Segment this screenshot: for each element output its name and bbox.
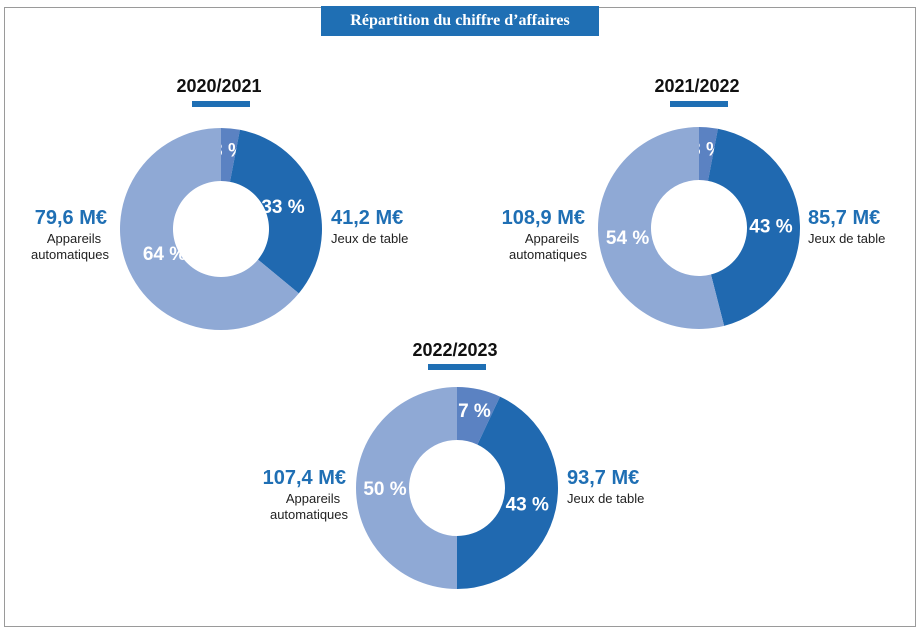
amount-label: 79,6 M€ xyxy=(35,207,107,229)
donut-chart-3: 2022/2023 7 % 43 % 50 % 93,7 M€ Jeux de table… xyxy=(263,340,644,589)
year-title: 2020/2021 xyxy=(176,76,261,96)
slice-percent-label: 50 % xyxy=(363,479,406,500)
amount-label: 85,7 M€ xyxy=(808,207,880,229)
year-title: 2021/2022 xyxy=(654,76,739,96)
year-title-underline xyxy=(428,364,486,370)
figure-title: Répartition du chiffre d’affaires xyxy=(321,6,599,36)
slice-percent-label: 64 % xyxy=(143,244,186,265)
category-label: Appareils automatiques xyxy=(31,231,110,262)
category-label: Appareils automatiques xyxy=(509,231,588,262)
category-label: Appareils automatiques xyxy=(270,491,349,522)
donut-slice xyxy=(229,129,322,294)
category-label: Jeux de table xyxy=(567,491,644,506)
slice-percent-label: 33 % xyxy=(261,197,304,218)
year-title: 2022/2023 xyxy=(412,340,497,360)
donut-slice xyxy=(457,396,558,589)
donut-slice xyxy=(119,128,299,330)
category-label: Jeux de table xyxy=(331,231,408,246)
amount-label: 93,7 M€ xyxy=(567,467,639,489)
donut-slice xyxy=(356,387,457,589)
slice-percent-label: 7 % xyxy=(458,401,491,422)
donut-slice xyxy=(707,128,800,326)
slice-percent-label: 43 % xyxy=(506,495,549,516)
amount-label: 107,4 M€ xyxy=(263,467,346,489)
slice-percent-label: 54 % xyxy=(606,228,649,249)
year-title-underline xyxy=(670,101,728,107)
category-label: Jeux de table xyxy=(808,231,885,246)
donut-slice xyxy=(221,128,240,182)
donut-slice xyxy=(598,127,725,330)
donut-slice xyxy=(699,127,718,181)
slice-percent-label: 43 % xyxy=(749,217,792,238)
year-title-underline xyxy=(192,101,250,107)
amount-label: 108,9 M€ xyxy=(502,207,585,229)
amount-label: 41,2 M€ xyxy=(331,207,403,229)
donut-slice xyxy=(457,387,501,445)
